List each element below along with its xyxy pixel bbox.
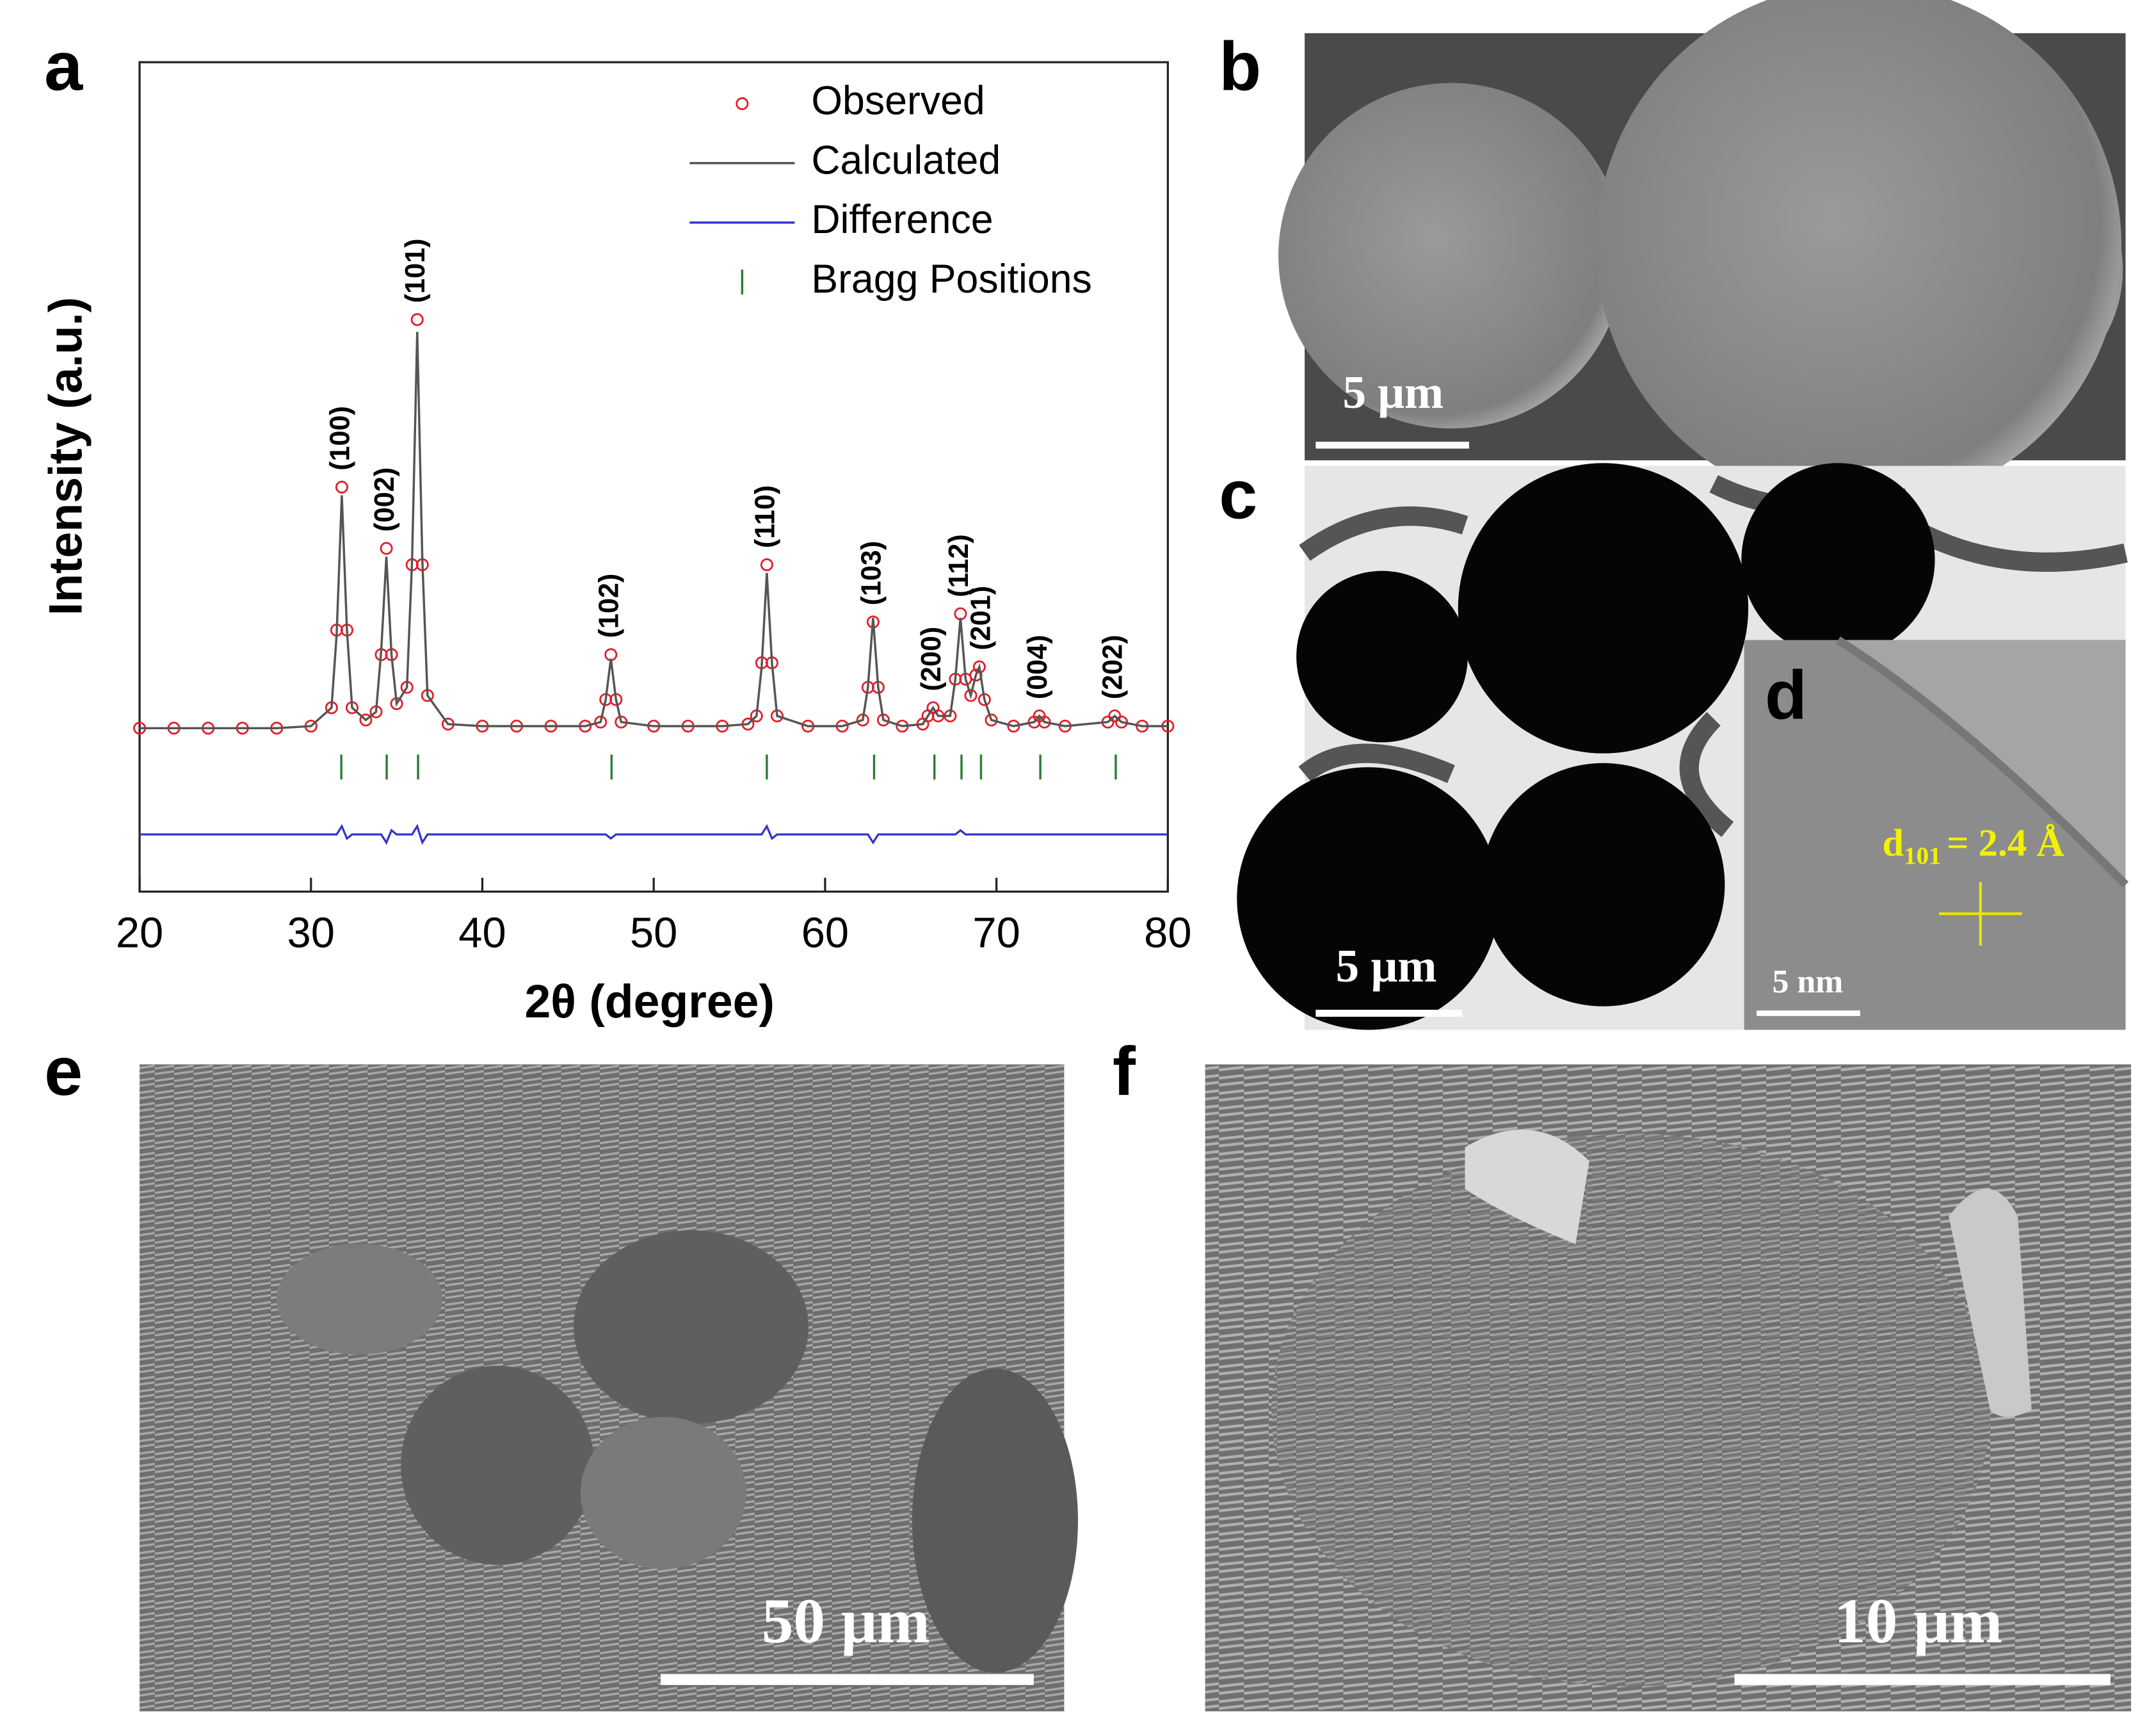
x-tick-label: 70 [972, 909, 1020, 957]
x-tick-label: 20 [116, 909, 163, 957]
data-point [380, 542, 393, 555]
peak-label: (101) [400, 239, 431, 303]
peak-label: (112) [944, 534, 974, 597]
legend-label: Calculated [811, 138, 1001, 182]
d-subscript: 101 [1904, 842, 1941, 869]
d-spacing-label: d101 = 2.4 Å [1883, 821, 2065, 869]
data-point [335, 480, 348, 494]
sem-image-f [1205, 1064, 2132, 1711]
scale-bar-label: 5 nm [1773, 964, 1844, 1000]
peak-label: (202) [1098, 635, 1129, 700]
data-point [594, 715, 607, 729]
scale-bar-label: 5 μm [1342, 366, 1444, 418]
data-point [604, 648, 618, 661]
d-value: = 2.4 Å [1947, 821, 2064, 864]
peak-label: (004) [1022, 635, 1053, 700]
panel-label: c [1219, 456, 1257, 533]
peak-label: (100) [325, 406, 355, 471]
data-point [954, 607, 967, 620]
peak-label: (103) [856, 541, 887, 606]
peak-label: (200) [916, 627, 947, 691]
data-point [359, 713, 373, 727]
x-tick-label: 30 [287, 909, 335, 957]
panel-label: b [1219, 27, 1261, 104]
x-tick-label: 40 [458, 909, 506, 957]
panel-label: e [44, 1032, 83, 1110]
x-tick-label: 80 [1144, 909, 1191, 957]
tem-image-c [1237, 463, 2128, 1030]
d-symbol: d [1883, 821, 1904, 864]
panel-label: d [1765, 656, 1807, 734]
x-tick-label: 50 [630, 909, 677, 957]
scale-bar-label: 10 μm [1834, 1587, 2002, 1656]
y-axis-label: Intensity (a.u.) [39, 297, 92, 615]
xrd-chart: 20 30 40 50 60 70 80 (100) (002) (101) (102) (110) (… [116, 78, 1192, 957]
data-point [985, 713, 998, 727]
data-point [964, 689, 977, 702]
panel-label: a [44, 27, 83, 104]
peak-label: (102) [594, 574, 625, 638]
peak-label: (110) [750, 485, 780, 548]
hrtem-image-d [1744, 636, 2129, 1030]
legend-label: Bragg Positions [811, 257, 1092, 302]
peak-label: (201) [966, 586, 997, 651]
x-axis-label: 2θ (degree) [524, 975, 774, 1028]
scale-bar-label: 50 μm [762, 1587, 930, 1656]
legend-label: Observed [811, 78, 985, 123]
data-point [410, 313, 424, 327]
data-point [760, 558, 773, 572]
sem-image-e [140, 1064, 1078, 1711]
peak-label: (002) [369, 467, 400, 532]
legend-marker [736, 97, 749, 110]
legend-label: Difference [811, 197, 993, 242]
sem-image-b [1278, 0, 2126, 509]
x-tick-label: 60 [801, 909, 849, 957]
scale-bar-label: 5 μm [1336, 940, 1437, 992]
panel-label: f [1113, 1032, 1136, 1110]
series-line [140, 332, 1168, 730]
series-line [140, 823, 1168, 845]
plot-frame [138, 61, 1169, 893]
